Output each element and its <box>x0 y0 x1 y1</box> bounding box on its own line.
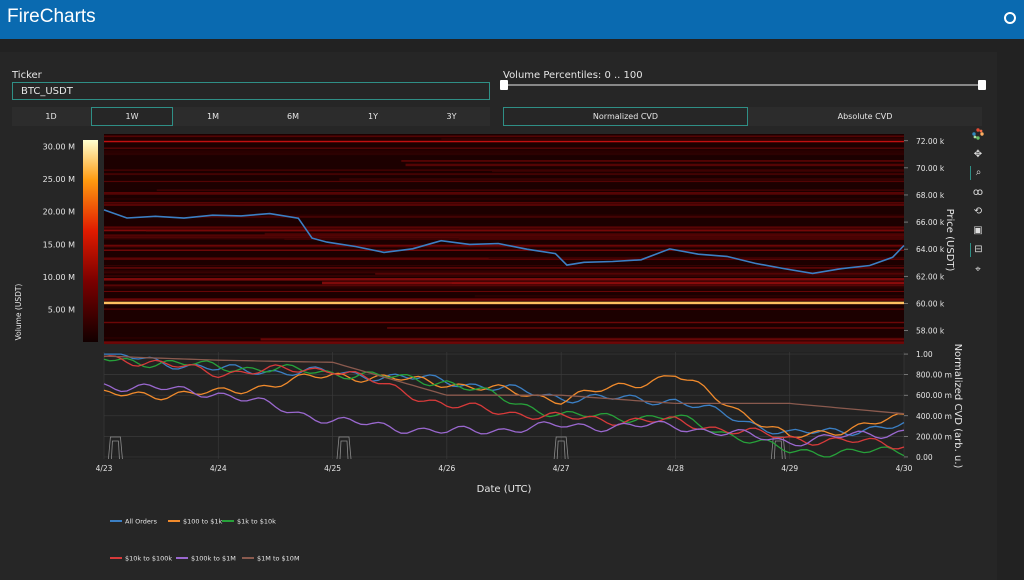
hover-icon[interactable]: ⊟ <box>970 243 986 257</box>
lasso-icon[interactable]: ꝏ <box>972 187 984 198</box>
percentile-slider-track[interactable] <box>503 84 982 86</box>
zoom-icon[interactable]: ⌕ <box>970 166 986 180</box>
absolute-cvd-button[interactable]: Absolute CVD <box>837 112 893 121</box>
timeframe-button-1d[interactable]: 1D <box>45 112 57 121</box>
app-header: FireCharts <box>0 0 1024 39</box>
app-title: FireCharts <box>7 6 96 27</box>
percentiles-label: Volume Percentiles: 0 .. 100 <box>503 70 643 81</box>
timeframe-button-1y[interactable]: 1Y <box>368 112 378 121</box>
ticker-input[interactable] <box>12 82 490 100</box>
percentile-slider-min-handle[interactable] <box>500 80 508 90</box>
timeframe-button-1m[interactable]: 1M <box>207 112 219 121</box>
ticker-label: Ticker <box>12 70 42 81</box>
spike-icon[interactable]: ⌖ <box>975 264 981 275</box>
timeframe-button-3y[interactable]: 3Y <box>446 112 457 121</box>
main-panel <box>0 52 997 580</box>
reset-icon[interactable]: ⟲ <box>973 206 983 217</box>
timeframe-button-1w[interactable]: 1W <box>91 107 173 126</box>
save-icon[interactable]: ▣ <box>973 225 983 236</box>
plotly-logo-icon[interactable] <box>970 128 986 142</box>
percentile-slider-max-handle[interactable] <box>978 80 986 90</box>
loading-indicator-icon <box>1004 12 1016 24</box>
timeframe-button-6m[interactable]: 6M <box>287 112 299 121</box>
normalized-cvd-button[interactable]: Normalized CVD <box>503 107 748 126</box>
pan-icon[interactable]: ✥ <box>973 149 983 160</box>
